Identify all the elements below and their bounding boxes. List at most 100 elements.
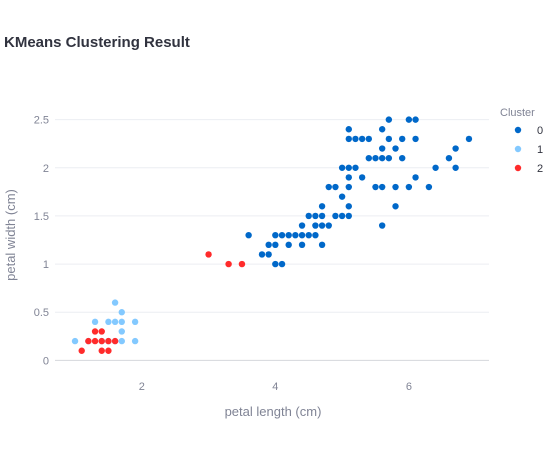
data-point-cluster-1[interactable] [118,337,125,345]
data-point-cluster-0[interactable] [272,241,279,249]
data-point-cluster-0[interactable] [318,203,326,210]
data-point-cluster-0[interactable] [345,126,352,133]
data-point-cluster-0[interactable] [345,212,352,220]
data-point-cluster-2[interactable] [85,337,92,345]
data-point-cluster-0[interactable] [378,222,386,229]
data-point-cluster-0[interactable] [325,222,332,229]
data-point-cluster-0[interactable] [338,164,346,171]
data-point-cluster-0[interactable] [345,203,352,210]
data-point-cluster-1[interactable] [131,337,139,345]
data-point-cluster-1[interactable] [118,328,125,335]
data-point-cluster-0[interactable] [372,183,379,191]
data-point-cluster-0[interactable] [378,183,386,191]
data-point-cluster-0[interactable] [318,241,326,249]
data-point-cluster-2[interactable] [98,328,105,335]
data-point-cluster-0[interactable] [405,116,413,123]
data-point-cluster-1[interactable] [91,318,99,326]
data-point-cluster-0[interactable] [312,222,319,229]
data-point-cluster-2[interactable] [225,260,232,268]
data-point-cluster-0[interactable] [332,212,339,220]
data-point-cluster-1[interactable] [105,318,112,326]
data-point-cluster-1[interactable] [111,318,119,326]
data-point-cluster-0[interactable] [465,135,473,143]
data-point-cluster-2[interactable] [91,328,99,335]
data-point-cluster-0[interactable] [265,251,272,258]
data-point-cluster-1[interactable] [71,337,79,345]
data-point-cluster-1[interactable] [111,299,119,306]
data-point-cluster-2[interactable] [205,251,212,258]
data-point-cluster-0[interactable] [385,154,393,162]
data-point-cluster-0[interactable] [338,212,346,220]
data-point-cluster-0[interactable] [318,212,326,220]
data-point-cluster-0[interactable] [345,174,352,181]
data-point-cluster-0[interactable] [285,241,292,249]
data-point-cluster-0[interactable] [345,183,352,191]
data-point-cluster-0[interactable] [332,183,339,191]
data-point-cluster-0[interactable] [405,183,413,191]
data-point-cluster-0[interactable] [432,164,439,171]
data-point-cluster-0[interactable] [392,183,399,191]
data-point-cluster-0[interactable] [352,164,359,171]
data-point-cluster-0[interactable] [385,135,393,143]
data-point-cluster-2[interactable] [98,337,105,345]
legend-title: Cluster [500,107,535,119]
data-point-cluster-0[interactable] [278,260,286,268]
data-point-cluster-0[interactable] [272,260,279,268]
data-point-cluster-0[interactable] [358,135,366,143]
x-axis-ticks: 2 4 6 [139,381,412,393]
data-point-cluster-0[interactable] [285,231,292,239]
data-point-cluster-0[interactable] [392,203,399,210]
data-point-cluster-0[interactable] [258,251,266,258]
data-point-cluster-0[interactable] [352,135,359,143]
data-point-cluster-0[interactable] [452,164,459,171]
data-point-cluster-0[interactable] [378,154,386,162]
data-point-cluster-0[interactable] [425,183,433,191]
data-point-cluster-0[interactable] [372,154,379,162]
data-point-cluster-0[interactable] [385,116,393,123]
data-point-cluster-0[interactable] [272,231,279,239]
data-point-cluster-0[interactable] [312,212,319,220]
data-point-cluster-0[interactable] [245,231,252,239]
data-point-cluster-0[interactable] [345,135,352,143]
data-point-cluster-2[interactable] [238,260,246,268]
data-point-cluster-0[interactable] [278,231,286,239]
legend-label-2: 2 [537,163,543,175]
data-point-cluster-2[interactable] [105,347,112,354]
data-point-cluster-0[interactable] [338,193,346,200]
data-point-cluster-0[interactable] [298,231,306,239]
data-point-cluster-0[interactable] [305,231,312,239]
data-point-cluster-0[interactable] [305,212,312,220]
data-point-cluster-0[interactable] [399,154,406,162]
data-point-cluster-2[interactable] [105,337,112,345]
data-point-cluster-0[interactable] [358,174,366,181]
data-point-cluster-0[interactable] [345,164,352,171]
legend[interactable]: Cluster 0 1 2 [500,107,543,175]
y-tick-label: 0.5 [34,307,49,319]
data-point-cluster-0[interactable] [392,145,399,152]
data-point-cluster-0[interactable] [325,183,332,191]
data-point-cluster-0[interactable] [265,241,272,249]
data-point-cluster-1[interactable] [131,318,139,326]
data-point-cluster-0[interactable] [378,145,386,152]
data-point-cluster-0[interactable] [412,135,419,143]
data-point-cluster-0[interactable] [312,231,319,239]
data-point-cluster-0[interactable] [365,135,373,143]
data-point-cluster-0[interactable] [445,154,453,162]
data-point-cluster-0[interactable] [298,241,306,249]
data-point-cluster-2[interactable] [91,337,99,345]
data-point-cluster-2[interactable] [111,337,119,345]
data-point-cluster-0[interactable] [452,145,459,152]
data-point-cluster-2[interactable] [98,347,105,354]
data-point-cluster-0[interactable] [399,135,406,143]
data-point-cluster-0[interactable] [378,126,386,133]
data-point-cluster-0[interactable] [318,222,326,229]
data-point-cluster-0[interactable] [365,154,373,162]
data-point-cluster-0[interactable] [292,231,299,239]
data-point-cluster-0[interactable] [412,174,419,181]
data-point-cluster-0[interactable] [298,222,306,229]
data-point-cluster-1[interactable] [118,309,125,316]
data-point-cluster-2[interactable] [78,347,85,354]
data-points[interactable] [71,116,473,354]
data-point-cluster-0[interactable] [412,116,419,123]
data-point-cluster-1[interactable] [118,318,125,326]
